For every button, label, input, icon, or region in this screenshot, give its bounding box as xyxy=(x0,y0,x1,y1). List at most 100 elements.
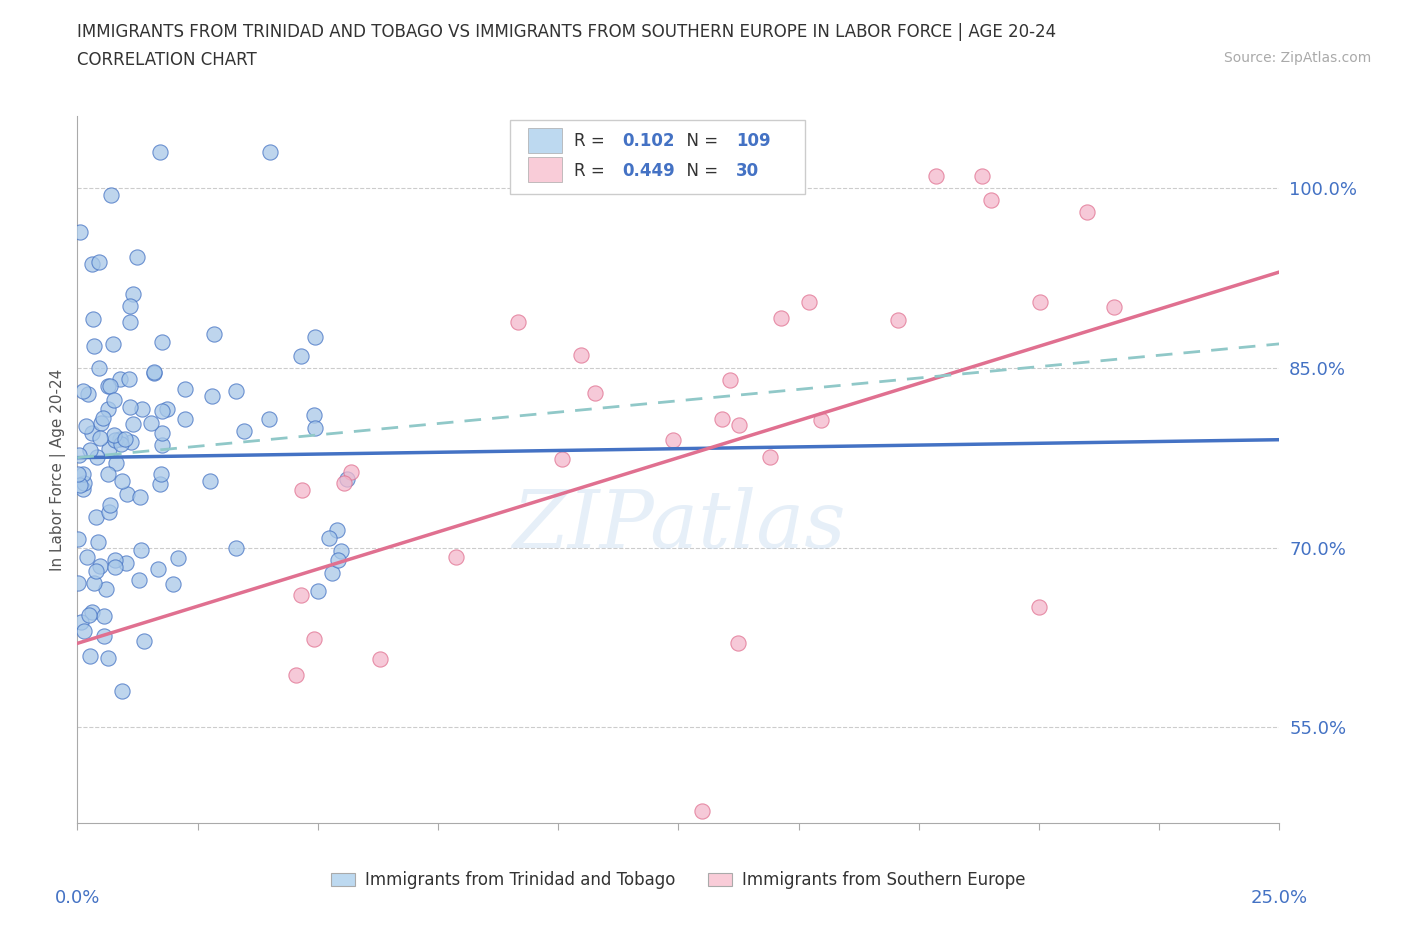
Text: Source: ZipAtlas.com: Source: ZipAtlas.com xyxy=(1223,51,1371,65)
Text: R =: R = xyxy=(574,132,610,150)
Point xyxy=(710,411,733,426)
Point xyxy=(118,299,141,313)
Point xyxy=(174,412,197,427)
Point xyxy=(128,573,150,588)
Point xyxy=(79,607,101,622)
Point xyxy=(810,412,832,427)
Point xyxy=(173,381,195,396)
Point xyxy=(91,410,114,425)
Point xyxy=(304,631,326,646)
Point xyxy=(100,187,122,202)
Point xyxy=(718,372,741,387)
Text: 25.0%: 25.0% xyxy=(1251,889,1308,907)
Text: 30: 30 xyxy=(737,162,759,179)
Point xyxy=(131,402,153,417)
Text: R =: R = xyxy=(574,162,610,179)
Point xyxy=(336,472,359,486)
Y-axis label: In Labor Force | Age 20-24: In Labor Force | Age 20-24 xyxy=(51,368,66,571)
Point xyxy=(770,311,793,325)
Point xyxy=(77,387,100,402)
Point xyxy=(90,416,112,431)
Point xyxy=(76,550,98,565)
Point xyxy=(108,432,131,446)
Point xyxy=(571,347,593,362)
Text: N =: N = xyxy=(676,132,718,150)
Point xyxy=(84,510,107,525)
Text: 0.449: 0.449 xyxy=(621,162,675,179)
Point xyxy=(142,365,165,380)
Point xyxy=(340,465,363,480)
Text: 0.0%: 0.0% xyxy=(55,889,100,907)
Text: 0.102: 0.102 xyxy=(621,132,675,150)
Point xyxy=(72,623,94,638)
Point xyxy=(129,489,152,504)
Point xyxy=(330,543,353,558)
Point xyxy=(127,250,149,265)
Point xyxy=(156,402,179,417)
Point xyxy=(118,315,141,330)
Text: N =: N = xyxy=(676,162,718,179)
Point xyxy=(506,314,529,329)
Text: IMMIGRANTS FROM TRINIDAD AND TOBAGO VS IMMIGRANTS FROM SOUTHERN EUROPE IN LABOR : IMMIGRANTS FROM TRINIDAD AND TOBAGO VS I… xyxy=(77,23,1056,41)
FancyBboxPatch shape xyxy=(510,120,804,194)
Point xyxy=(118,371,141,386)
Point xyxy=(1029,295,1052,310)
Point xyxy=(97,401,120,416)
Point xyxy=(146,562,169,577)
Point xyxy=(82,604,104,619)
Point xyxy=(97,467,120,482)
Point xyxy=(121,417,143,432)
Point xyxy=(167,551,190,565)
Point xyxy=(290,588,312,603)
Point xyxy=(446,550,468,565)
Point xyxy=(94,581,117,596)
FancyBboxPatch shape xyxy=(529,128,562,153)
Point xyxy=(318,531,340,546)
Point xyxy=(129,543,152,558)
Point xyxy=(115,486,138,501)
Point xyxy=(661,432,683,447)
Point xyxy=(291,482,314,497)
Point xyxy=(162,576,184,591)
Point xyxy=(82,425,104,440)
Point xyxy=(70,614,93,629)
Point xyxy=(202,327,225,342)
Point xyxy=(67,447,90,462)
Point xyxy=(115,556,138,571)
Point xyxy=(143,365,166,379)
Point xyxy=(93,629,115,644)
Point xyxy=(1104,299,1126,314)
Point xyxy=(120,400,142,415)
Point xyxy=(257,412,280,427)
Point xyxy=(1028,600,1050,615)
Point xyxy=(72,482,94,497)
Point xyxy=(150,404,173,418)
Point xyxy=(150,426,173,441)
Point xyxy=(304,329,326,344)
Point xyxy=(89,360,111,375)
Text: ZIPatlas: ZIPatlas xyxy=(512,487,845,565)
Point xyxy=(285,668,308,683)
Point xyxy=(132,633,155,648)
Point xyxy=(97,651,120,666)
Point xyxy=(225,540,247,555)
Point xyxy=(67,466,90,481)
Point xyxy=(89,559,111,574)
Point xyxy=(150,334,173,349)
Point xyxy=(82,257,104,272)
Text: CORRELATION CHART: CORRELATION CHART xyxy=(77,51,257,69)
Point xyxy=(198,473,221,488)
Point xyxy=(84,564,107,578)
Point xyxy=(83,339,105,353)
Point xyxy=(321,565,343,580)
Point xyxy=(72,466,94,481)
Point xyxy=(728,418,751,432)
Point xyxy=(110,372,132,387)
Point xyxy=(87,254,110,269)
Point xyxy=(304,420,326,435)
Point xyxy=(69,478,91,493)
Point xyxy=(79,442,101,457)
Point xyxy=(98,379,121,393)
Point xyxy=(925,168,948,183)
Point xyxy=(727,635,749,650)
